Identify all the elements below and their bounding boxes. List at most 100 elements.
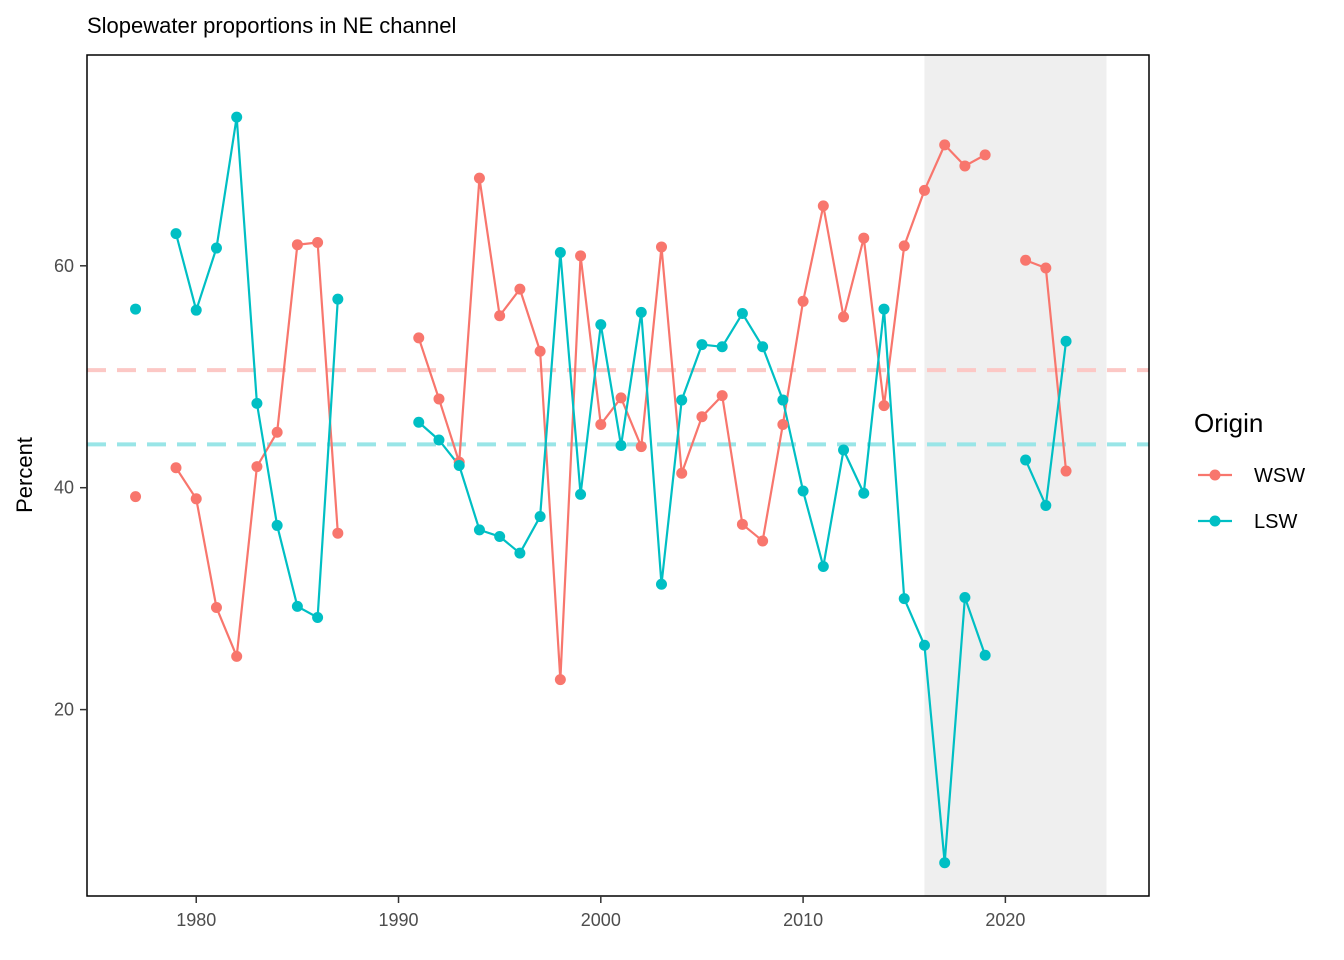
data-point-wsw-1991 xyxy=(413,332,425,344)
data-point-wsw-2011 xyxy=(817,200,829,212)
data-point-wsw-1981 xyxy=(210,602,222,614)
data-point-wsw-2001 xyxy=(615,392,627,404)
y-axis-title: Percent xyxy=(12,437,37,513)
legend-item-lsw: LSW xyxy=(1198,511,1297,533)
data-point-wsw-1977 xyxy=(130,491,142,503)
data-point-lsw-2008 xyxy=(757,341,769,353)
data-point-lsw-2005 xyxy=(696,339,708,351)
data-point-lsw-1979 xyxy=(170,228,182,240)
data-point-wsw-2005 xyxy=(696,411,708,423)
data-point-lsw-1995 xyxy=(494,531,506,543)
x-axis: 1980 1990 2000 2010 2020 xyxy=(176,896,1025,930)
data-point-lsw-2021 xyxy=(1020,454,1032,466)
data-point-wsw-2022 xyxy=(1040,262,1052,274)
plot-panel xyxy=(86,54,1150,897)
data-point-lsw-2023 xyxy=(1060,335,1072,347)
data-point-wsw-2019 xyxy=(979,149,991,161)
data-point-lsw-2019 xyxy=(979,649,991,661)
data-point-lsw-2006 xyxy=(716,341,728,353)
data-point-lsw-2012 xyxy=(838,444,850,456)
data-point-wsw-2021 xyxy=(1020,254,1032,266)
data-point-wsw-2008 xyxy=(757,535,769,547)
data-point-lsw-1992 xyxy=(433,434,445,446)
data-point-wsw-2012 xyxy=(838,311,850,323)
mean-lines xyxy=(87,368,1149,447)
data-point-lsw-1983 xyxy=(251,397,263,409)
legend: Origin WSW LSW xyxy=(1194,408,1305,533)
data-point-lsw-1980 xyxy=(190,304,202,316)
x-tick-label: 2020 xyxy=(985,910,1025,930)
chart-title: Slopewater proportions in NE channel xyxy=(87,13,456,38)
data-point-lsw-1985 xyxy=(291,600,303,612)
data-point-wsw-1996 xyxy=(514,283,526,295)
data-point-wsw-1982 xyxy=(231,650,243,662)
series-line-wsw xyxy=(175,241,339,658)
data-point-wsw-2007 xyxy=(736,518,748,530)
data-point-wsw-2017 xyxy=(939,139,951,151)
series-points xyxy=(130,111,1072,869)
data-point-wsw-2016 xyxy=(918,184,930,196)
shaded-region xyxy=(924,55,1107,896)
data-point-wsw-1984 xyxy=(271,426,283,438)
legend-key-point xyxy=(1209,469,1221,481)
data-point-lsw-1977 xyxy=(130,303,142,315)
data-point-wsw-1980 xyxy=(190,493,202,505)
data-point-lsw-2003 xyxy=(655,578,667,590)
data-point-wsw-1997 xyxy=(534,345,546,357)
data-point-wsw-2004 xyxy=(676,467,688,479)
data-point-lsw-2001 xyxy=(615,440,627,452)
y-axis: 20 40 60 xyxy=(54,256,87,720)
data-point-wsw-2023 xyxy=(1060,465,1072,477)
data-point-wsw-2000 xyxy=(595,418,607,430)
data-point-lsw-2015 xyxy=(898,593,910,605)
data-point-lsw-1998 xyxy=(554,246,566,258)
data-point-wsw-1983 xyxy=(251,461,263,473)
data-point-wsw-1994 xyxy=(473,172,485,184)
data-point-lsw-2022 xyxy=(1040,499,1052,511)
data-point-lsw-2017 xyxy=(939,857,951,869)
panel-border xyxy=(86,54,1150,897)
data-point-lsw-2010 xyxy=(797,485,809,497)
data-point-lsw-2013 xyxy=(858,487,870,499)
data-point-wsw-2002 xyxy=(635,441,647,453)
data-point-lsw-2007 xyxy=(736,308,748,320)
data-point-lsw-1987 xyxy=(332,293,344,305)
data-point-wsw-1998 xyxy=(554,674,566,686)
x-tick-label: 1980 xyxy=(176,910,216,930)
data-point-wsw-1999 xyxy=(575,250,587,262)
data-point-lsw-1996 xyxy=(514,547,526,559)
data-point-wsw-2013 xyxy=(858,232,870,244)
y-tick-label: 40 xyxy=(54,478,74,498)
data-point-wsw-2010 xyxy=(797,295,809,307)
data-point-wsw-1992 xyxy=(433,393,445,405)
data-point-wsw-1985 xyxy=(291,239,303,251)
x-tick-label: 2010 xyxy=(783,910,823,930)
data-point-wsw-2003 xyxy=(655,241,667,253)
data-point-wsw-1979 xyxy=(170,462,182,474)
data-point-wsw-1986 xyxy=(312,237,324,249)
data-point-wsw-2006 xyxy=(716,390,728,402)
data-point-lsw-1984 xyxy=(271,519,283,531)
legend-title: Origin xyxy=(1194,408,1263,438)
data-point-lsw-2018 xyxy=(959,592,971,604)
data-point-wsw-2015 xyxy=(898,240,910,252)
y-tick-label: 20 xyxy=(54,700,74,720)
legend-item-wsw: WSW xyxy=(1198,465,1305,487)
x-tick-label: 1990 xyxy=(378,910,418,930)
data-point-wsw-2018 xyxy=(959,160,971,172)
legend-label: LSW xyxy=(1254,511,1297,533)
data-point-wsw-2014 xyxy=(878,400,890,412)
data-point-lsw-1981 xyxy=(210,242,222,254)
data-point-lsw-2016 xyxy=(918,639,930,651)
data-point-lsw-1997 xyxy=(534,511,546,523)
x-tick-label: 2000 xyxy=(581,910,621,930)
data-point-lsw-2011 xyxy=(817,560,829,572)
series-line-lsw xyxy=(174,116,339,619)
data-point-lsw-2002 xyxy=(635,306,647,318)
data-point-wsw-2009 xyxy=(777,418,789,430)
data-point-lsw-1999 xyxy=(575,488,587,500)
data-point-lsw-1986 xyxy=(312,612,324,624)
data-point-lsw-1993 xyxy=(453,460,465,472)
data-point-wsw-1987 xyxy=(332,527,344,539)
data-point-lsw-2004 xyxy=(676,394,688,406)
